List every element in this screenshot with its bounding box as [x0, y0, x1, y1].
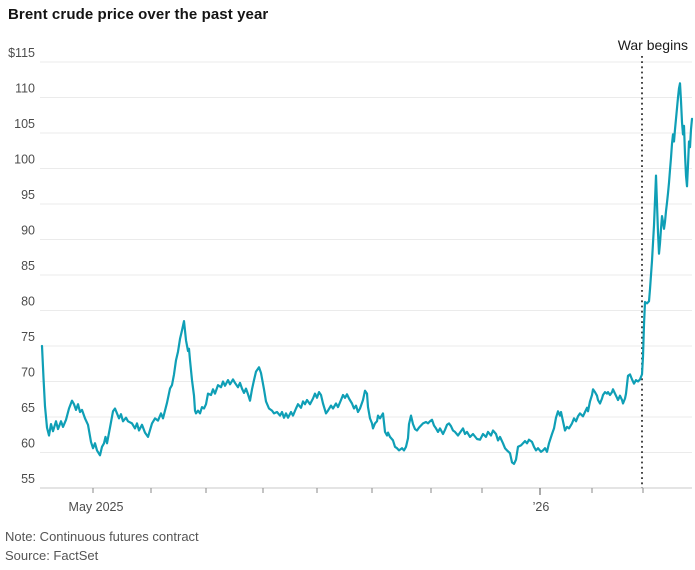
y-axis-label: $115	[8, 46, 35, 60]
chart-svg: $115 110 105 100 95 90 85 80 75 70 65 60 55 May 2025 ’…	[8, 37, 694, 514]
y-axis-label: 55	[21, 472, 35, 486]
y-axis-label: 85	[21, 259, 35, 273]
y-axis-label: 90	[21, 224, 35, 238]
war-begins-label: War begins	[618, 37, 688, 53]
footnotes: Note: Continuous futures contract Source…	[5, 527, 199, 565]
y-axis-label: 110	[15, 82, 35, 96]
y-axis-label: 105	[14, 117, 35, 131]
note-text: Note: Continuous futures contract	[5, 529, 199, 544]
x-axis-label: ’26	[533, 500, 550, 514]
y-axis-label: 95	[21, 188, 35, 202]
x-axis-label: May 2025	[69, 500, 124, 514]
y-axis-label: 75	[21, 330, 35, 344]
y-axis-label: 65	[21, 401, 35, 415]
y-axis-label: 100	[14, 153, 35, 167]
chart-title: Brent crude price over the past year	[8, 6, 269, 23]
y-axis-label: 80	[21, 295, 35, 309]
y-axis-label: 60	[21, 437, 35, 451]
price-line	[40, 82, 694, 465]
source-text: Source: FactSet	[5, 548, 99, 563]
y-axis-label: 70	[21, 366, 35, 380]
